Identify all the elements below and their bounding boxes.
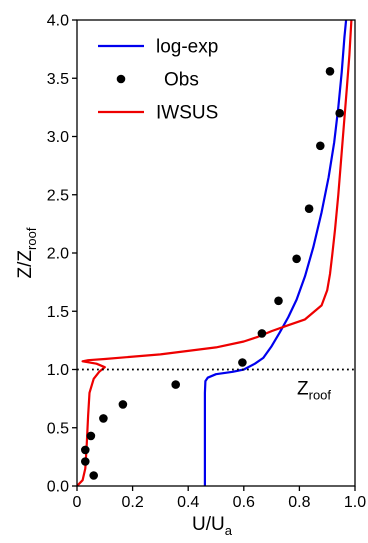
obs-point-13: [316, 141, 325, 151]
y-tick-label-5: 2.5: [47, 187, 69, 204]
y-tick-label-1: 0.5: [47, 420, 69, 437]
obs-point-11: [292, 254, 301, 264]
legend-label-iwsus: IWSUS: [156, 103, 218, 124]
y-tick-label-7: 3.5: [47, 71, 69, 88]
obs-markers: [81, 67, 345, 480]
obs-point-15: [325, 67, 335, 76]
obs-point-7: [171, 380, 180, 389]
x-tick-label-1: 0.2: [121, 494, 143, 511]
roof-reference-label: Zroof: [297, 379, 331, 403]
series-line-log-exp: [203, 20, 348, 486]
y-axis-label: Z/Zroof: [15, 227, 39, 278]
legend: log-exp Obs IWSUS: [98, 37, 218, 124]
y-tick-label-4: 2.0: [47, 246, 69, 263]
x-tick-label-3: 0.6: [233, 494, 255, 511]
obs-point-1: [89, 471, 98, 480]
x-tick-label-4: 0.8: [288, 494, 310, 511]
y-tick-label-2: 1.0: [47, 362, 69, 379]
y-tick-label-0: 0.0: [47, 479, 69, 496]
x-tick-label-2: 0.4: [177, 494, 199, 511]
y-tick-label-6: 3.0: [47, 129, 69, 146]
obs-point-14: [335, 108, 345, 118]
obs-point-8: [238, 358, 247, 367]
x-tick-label-5: 1.0: [344, 494, 366, 511]
obs-point-10: [274, 296, 283, 306]
y-tick-label-3: 1.5: [47, 304, 69, 321]
obs-point-6: [118, 400, 128, 409]
obs-point-2: [81, 457, 90, 466]
legend-label-log-exp: log-exp: [156, 37, 218, 58]
legend-swatch-obs: [116, 74, 126, 84]
plot-frame: [76, 19, 356, 487]
obs-point-12: [304, 204, 314, 213]
reference-layer: Zroof: [77, 368, 355, 403]
obs-point-3: [81, 445, 90, 455]
axes: 0 0.2 0.4 0.6 0.8 1.0 0.0 0.5 1.0 1.5 2.0 2.5 3.0 3.5…: [47, 13, 366, 512]
obs-point-5: [99, 414, 108, 423]
series-lines: [77, 20, 353, 486]
obs-point-4: [86, 431, 96, 441]
series-line-iwsus: [77, 20, 353, 486]
x-tick-label-0: 0: [73, 494, 82, 511]
y-tick-label-8: 4.0: [47, 13, 69, 30]
legend-label-obs: Obs: [164, 70, 199, 91]
x-axis-label: U/Ua: [192, 514, 233, 538]
obs-point-9: [257, 329, 267, 338]
